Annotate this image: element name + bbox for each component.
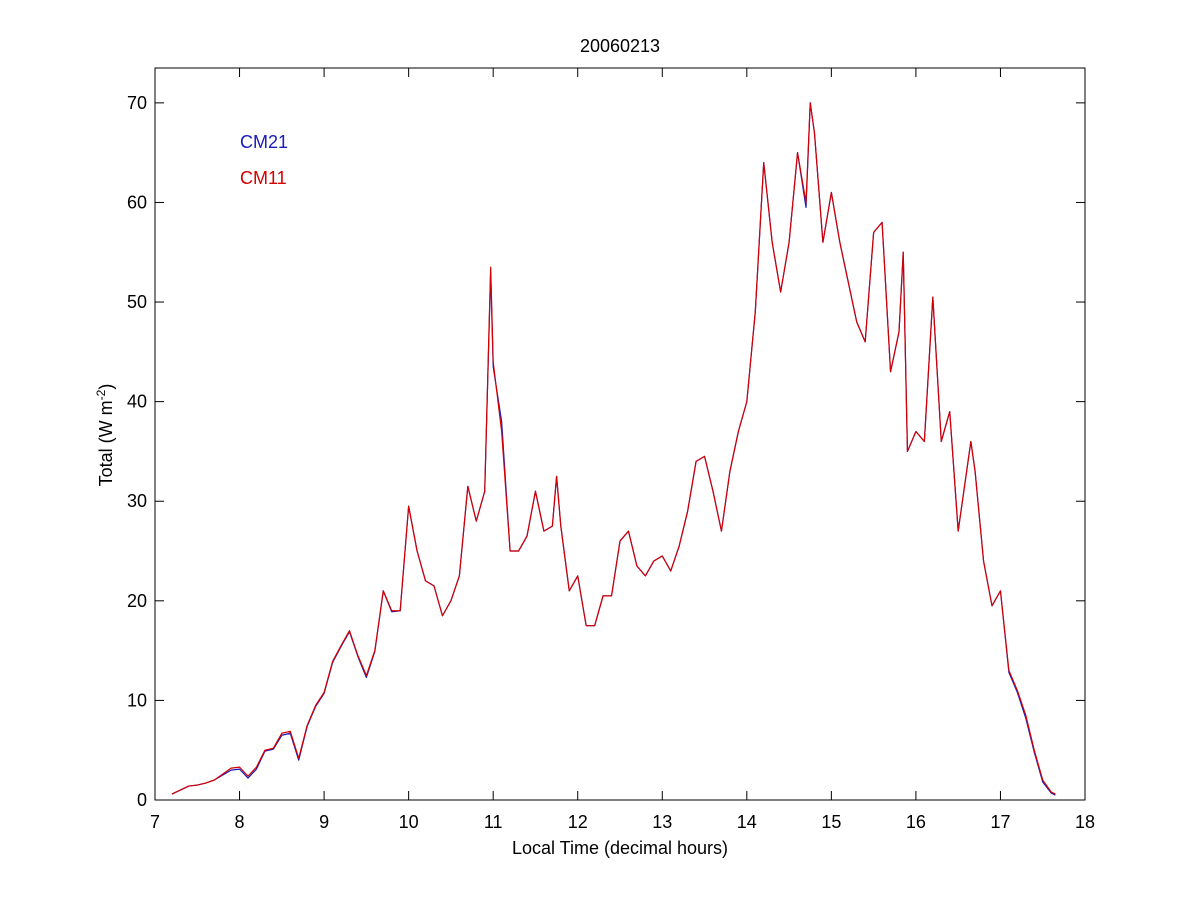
data-line: [171, 102, 1056, 795]
y-axis-label-suffix: ): [96, 384, 116, 390]
y-tick-label: 0: [137, 790, 147, 810]
chart-title: 20060213: [580, 36, 660, 56]
x-tick-label: 16: [906, 812, 926, 832]
y-tick-label: 50: [127, 292, 147, 312]
x-tick-label: 15: [821, 812, 841, 832]
x-tick-label: 12: [568, 812, 588, 832]
y-tick-label: 20: [127, 591, 147, 611]
y-tick-label: 10: [127, 690, 147, 710]
legend-label: CM21: [240, 132, 288, 152]
x-tick-label: 18: [1075, 812, 1095, 832]
x-tick-label: 8: [235, 812, 245, 832]
x-axis-label: Local Time (decimal hours): [512, 838, 728, 858]
legend-label: CM11: [240, 168, 287, 188]
y-tick-label: 30: [127, 491, 147, 511]
y-tick-label: 40: [127, 392, 147, 412]
x-tick-label: 13: [652, 812, 672, 832]
x-tick-label: 14: [737, 812, 757, 832]
x-tick-label: 10: [399, 812, 419, 832]
x-tick-label: 7: [150, 812, 160, 832]
plot-area: [154, 67, 1086, 801]
y-axis-label-text: Total (W m: [96, 400, 116, 486]
x-tick-label: 11: [484, 812, 503, 832]
x-tick-label: 17: [990, 812, 1010, 832]
x-tick-label: 9: [319, 812, 329, 832]
y-axis-label: Total (W m-2): [94, 384, 116, 487]
y-axis-label-superscript: -2: [94, 389, 108, 400]
y-tick-label: 70: [127, 93, 147, 113]
y-tick-label: 60: [127, 192, 147, 212]
